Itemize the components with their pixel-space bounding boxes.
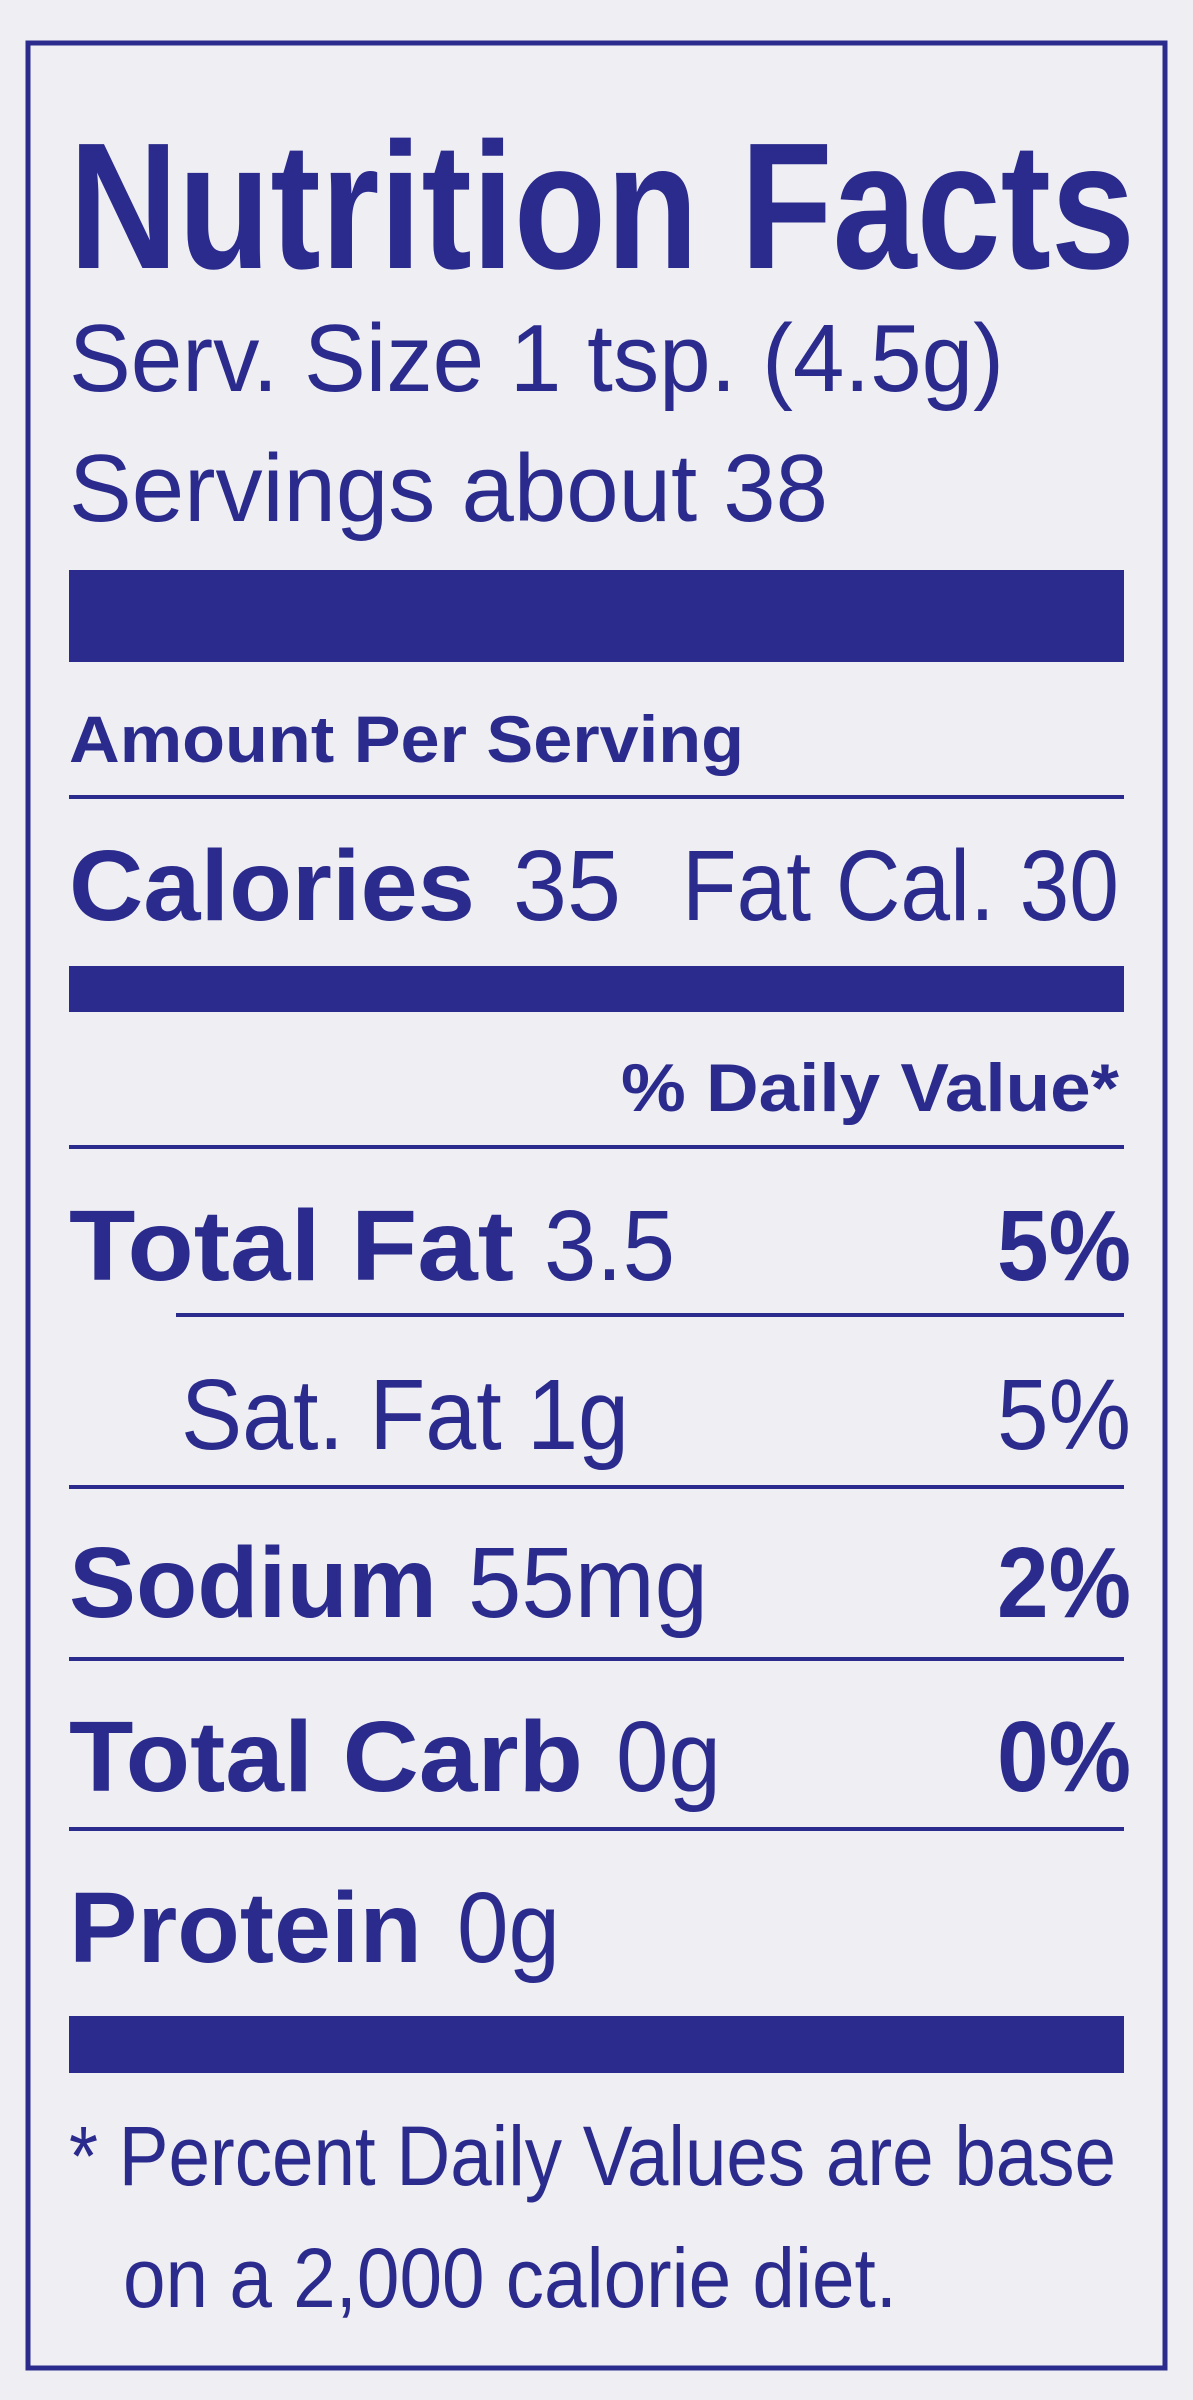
- daily-value: 2%: [997, 1527, 1131, 1639]
- daily-value: 5%: [997, 1359, 1131, 1471]
- serving-size: Serv. Size 1 tsp. (4.5g): [69, 305, 1004, 412]
- servings: Servings about 38: [69, 435, 828, 542]
- nutrient-label: Total Carb: [69, 1701, 583, 1813]
- fat-calories: Fat Cal. 30: [682, 830, 1119, 942]
- calories-label: Calories: [69, 830, 475, 942]
- nutrient-label: Protein: [69, 1872, 422, 1984]
- thick-bar: [69, 2016, 1124, 2073]
- amount-per-serving: Amount Per Serving: [69, 702, 744, 776]
- nutrient-label: Sat. Fat 1g: [181, 1359, 629, 1471]
- thick-bar: [69, 570, 1124, 662]
- nutrient-label: Sodium: [69, 1527, 437, 1639]
- nutrient-amount: 0g: [457, 1872, 560, 1984]
- label-border: [25, 40, 1168, 2371]
- daily-value: 0%: [997, 1701, 1131, 1813]
- nutrient-amount: 3.5: [544, 1190, 675, 1302]
- calories-value: 35: [513, 830, 621, 942]
- nutrient-amount: 55mg: [468, 1527, 708, 1639]
- daily-value: 5%: [997, 1190, 1131, 1302]
- nutrient-label: Total Fat: [69, 1190, 514, 1302]
- footnote: on a 2,000 calorie diet.: [123, 2231, 897, 2325]
- daily-value-header: % Daily Value*: [621, 1050, 1120, 1126]
- footnote: * Percent Daily Values are base: [69, 2109, 1116, 2203]
- title: Nutrition Facts: [69, 106, 1135, 307]
- nutrient-amount: 0g: [616, 1701, 721, 1813]
- thick-bar: [69, 966, 1124, 1012]
